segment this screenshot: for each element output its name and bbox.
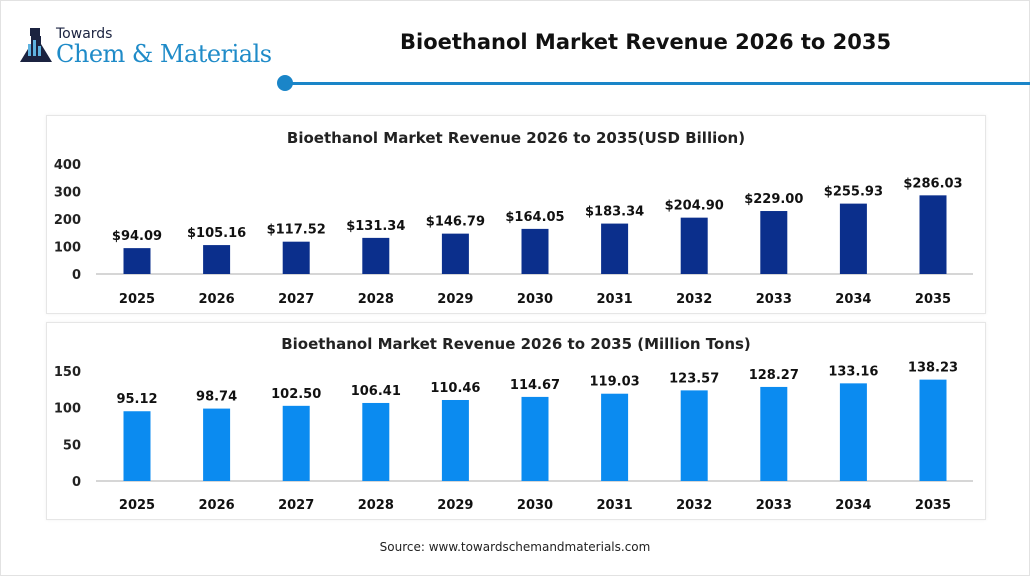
data-label: 123.57 [669,371,719,386]
x-tick-label: 2026 [199,498,235,513]
bar-2030 [521,396,549,481]
bar-2035 [919,379,947,481]
data-label: $204.90 [665,199,724,214]
y-tick-label: 100 [54,241,81,256]
bar-2028 [362,237,390,274]
bar-2029 [441,233,469,274]
bar-2035 [919,195,947,274]
x-tick-label: 2033 [756,498,792,513]
source-note: Source: www.towardschemandmaterials.com [379,540,651,554]
chart-title: Bioethanol Market Revenue 2026 to 2035 (… [281,335,751,353]
data-label: 133.16 [828,364,878,379]
x-tick-label: 2029 [437,292,473,307]
page-title: Bioethanol Market Revenue 2026 to 2035 [400,30,892,54]
y-tick-label: 0 [72,268,81,283]
bar-2028 [362,402,390,481]
bar-2032 [680,390,708,481]
y-tick-label: 50 [63,438,81,453]
bar-2033 [760,211,788,274]
x-tick-label: 2034 [835,292,871,307]
logo-text-top: Towards [56,26,113,42]
data-label: 106.41 [351,384,401,399]
x-tick-label: 2030 [517,498,553,513]
x-tick-label: 2030 [517,292,553,307]
x-tick-label: 2026 [199,292,235,307]
y-tick-label: 300 [54,186,81,201]
bar-2031 [601,223,629,274]
tons-chart: Bioethanol Market Revenue 2026 to 2035 (… [54,335,973,513]
data-label: 110.46 [430,381,480,396]
data-label: 102.50 [271,387,321,402]
data-label: $164.05 [505,210,564,225]
data-label: 138.23 [908,361,958,376]
revenue-chart-panel: Bioethanol Market Revenue 2026 to 2035(U… [46,115,986,314]
bar-2030 [521,228,549,274]
data-label: 98.74 [196,390,237,405]
data-label: 128.27 [749,368,799,383]
y-tick-label: 200 [54,213,81,228]
x-tick-label: 2025 [119,292,155,307]
x-tick-label: 2029 [437,498,473,513]
data-label: $131.34 [346,219,405,234]
bar-2026 [203,408,231,481]
data-label: $117.52 [267,223,326,238]
data-label: $94.09 [112,229,162,244]
accent-dot [277,75,293,91]
bar-2034 [839,383,867,481]
data-label: 114.67 [510,378,560,393]
x-tick-label: 2028 [358,498,394,513]
x-tick-label: 2034 [835,498,871,513]
bar-2029 [441,399,469,481]
data-label: $183.34 [585,205,644,220]
data-label: $146.79 [426,215,485,230]
bar-2027 [282,241,310,274]
x-tick-label: 2033 [756,292,792,307]
x-tick-label: 2027 [278,498,314,513]
logo-text-main: Chem & Materials [56,40,272,68]
data-label: $255.93 [824,185,883,200]
accent-rule [285,82,1030,85]
x-tick-label: 2032 [676,498,712,513]
bar-2025 [123,411,151,481]
x-tick-label: 2025 [119,498,155,513]
y-tick-label: 0 [72,475,81,490]
data-label: $229.00 [744,192,803,207]
y-tick-label: 150 [54,365,81,380]
bar-2034 [839,203,867,274]
x-tick-label: 2031 [597,292,633,307]
x-tick-label: 2032 [676,292,712,307]
data-label: $105.16 [187,226,246,241]
x-tick-label: 2035 [915,498,951,513]
tons-chart-panel: Bioethanol Market Revenue 2026 to 2035 (… [46,322,986,520]
bar-2025 [123,248,151,274]
flask-logo-icon [20,28,52,62]
chart-title: Bioethanol Market Revenue 2026 to 2035(U… [287,129,745,147]
x-tick-label: 2035 [915,292,951,307]
y-tick-label: 400 [54,158,81,173]
bar-2032 [680,217,708,274]
x-tick-label: 2028 [358,292,394,307]
logo: Towards Chem & Materials [18,26,272,70]
x-tick-label: 2031 [597,498,633,513]
bar-2033 [760,386,788,481]
data-label: 95.12 [116,392,157,407]
bar-2027 [282,405,310,481]
bar-2031 [601,393,629,481]
y-tick-label: 100 [54,402,81,417]
data-label: 119.03 [590,375,640,390]
x-tick-label: 2027 [278,292,314,307]
bar-2026 [203,245,231,274]
revenue-chart: Bioethanol Market Revenue 2026 to 2035(U… [54,129,973,307]
data-label: $286.03 [903,176,962,191]
